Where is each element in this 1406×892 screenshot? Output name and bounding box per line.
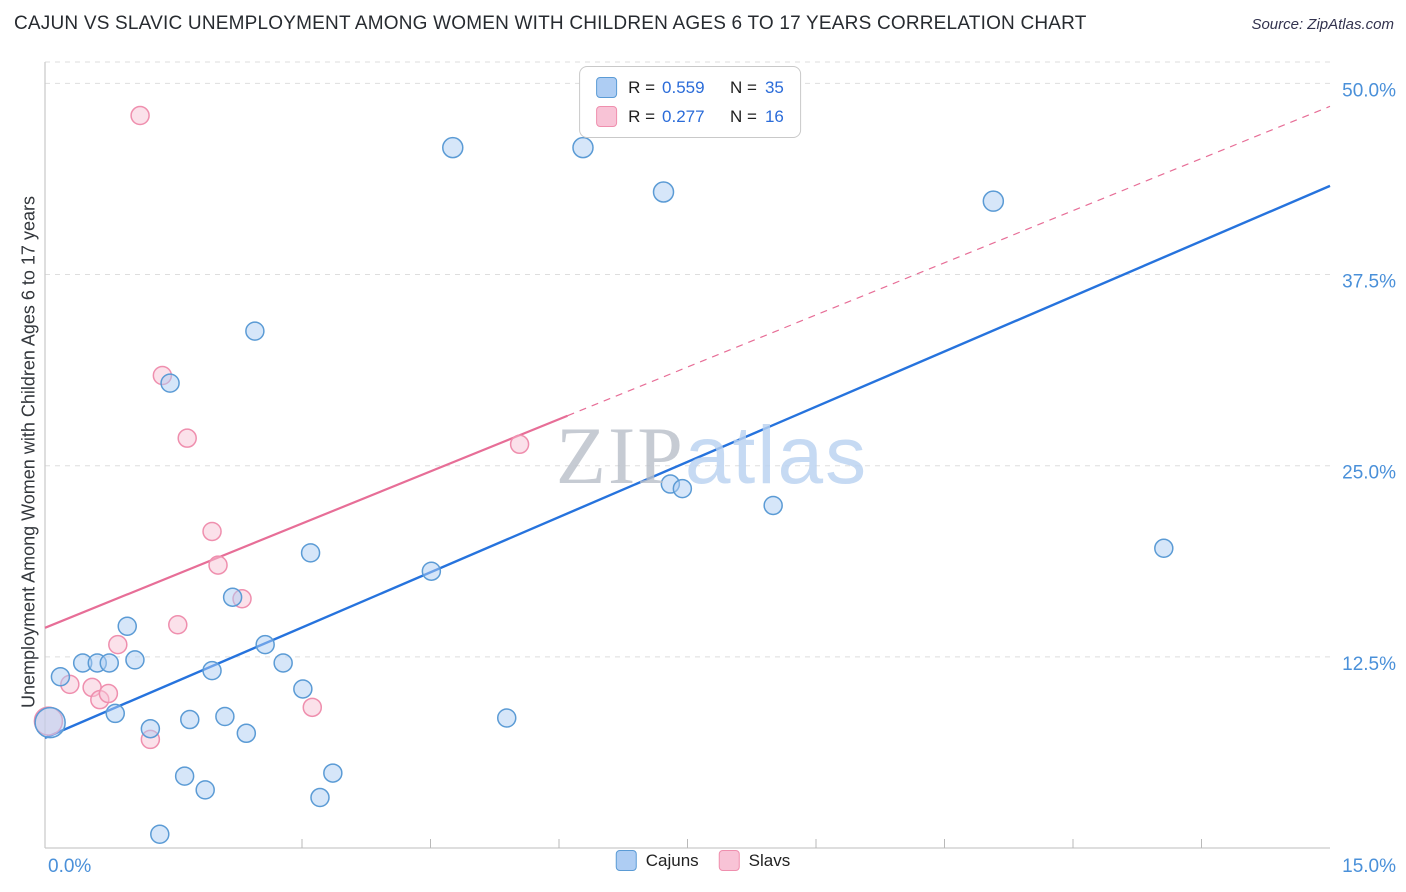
scatter-point-cajuns: [273, 653, 293, 673]
scatter-point-cajuns: [652, 181, 675, 203]
scatter-point-cajuns: [672, 478, 693, 499]
scatter-point-cajuns: [236, 723, 257, 744]
y-tick-label: 37.5%: [1342, 272, 1396, 293]
slavs-swatch: [596, 106, 618, 127]
trend-line-cajuns: [44, 184, 1331, 740]
trend-line-slavs-solid: [44, 414, 568, 629]
r-value-slavs: 0.277: [662, 106, 705, 126]
scatter-point-slavs: [202, 521, 222, 542]
r-value-cajuns: 0.559: [662, 77, 705, 97]
scatter-point-cajuns: [255, 634, 275, 655]
scatter-point-cajuns: [105, 703, 125, 724]
legend-row-slavs: R = 0.277 N = 16: [596, 106, 784, 127]
x-axis-max-label: 15.0%: [1342, 856, 1396, 877]
n-label: N =: [730, 106, 757, 126]
scatter-point-slavs: [302, 697, 323, 718]
y-tick-label: 25.0%: [1342, 463, 1396, 484]
scatter-point-cajuns: [496, 708, 517, 728]
scatter-point-cajuns: [160, 373, 180, 393]
scatter-point-slavs: [509, 434, 530, 455]
trend-line-slavs-dashed: [567, 105, 1331, 417]
source-link[interactable]: Source: ZipAtlas.com: [1251, 16, 1394, 33]
scatter-point-cajuns: [117, 616, 137, 637]
legend-item-slavs[interactable]: Slavs: [718, 850, 791, 871]
r-label: R =: [628, 77, 656, 97]
scatter-point-slavs: [177, 428, 197, 448]
n-value-slavs: 16: [764, 106, 784, 126]
scatter-point-cajuns: [34, 706, 66, 739]
cajuns-swatch: [615, 850, 637, 871]
scatter-point-cajuns: [310, 787, 330, 808]
scatter-point-cajuns: [222, 587, 243, 607]
cajuns-swatch: [596, 77, 618, 98]
scatter-point-cajuns: [245, 321, 265, 341]
scatter-point-slavs: [208, 555, 228, 575]
scatter-point-slavs: [168, 614, 188, 635]
scatter-point-cajuns: [202, 660, 222, 681]
scatter-point-cajuns: [293, 679, 313, 699]
legend-item-cajuns[interactable]: Cajuns: [615, 850, 699, 871]
scatter-point-cajuns: [150, 824, 170, 844]
y-tick-label: 50.0%: [1342, 80, 1396, 101]
scatter-point-slavs: [98, 683, 119, 704]
scatter-point-cajuns: [180, 709, 200, 730]
y-tick-label: 12.5%: [1342, 654, 1396, 675]
legend-label-slavs: Slavs: [748, 850, 791, 870]
scatter-point-cajuns: [195, 780, 215, 800]
correlation-legend: R = 0.559 N = 35 R = 0.277 N = 16: [579, 66, 801, 138]
scatter-point-cajuns: [140, 718, 161, 739]
scatter-point-cajuns: [215, 706, 235, 727]
scatter-point-cajuns: [174, 766, 195, 786]
n-value-cajuns: 35: [764, 77, 784, 97]
page-title: CAJUN VS SLAVIC UNEMPLOYMENT AMONG WOMEN…: [14, 13, 1087, 34]
legend-row-cajuns: R = 0.559 N = 35: [596, 77, 784, 98]
scatter-point-cajuns: [763, 495, 783, 516]
scatter-point-slavs: [108, 634, 128, 655]
scatter-point-cajuns: [300, 543, 321, 563]
scatter-point-slavs: [130, 105, 150, 126]
n-label: N =: [730, 77, 757, 97]
scatter-point-cajuns: [125, 650, 145, 670]
scatter-point-cajuns: [50, 666, 71, 687]
legend-label-cajuns: Cajuns: [645, 850, 699, 870]
y-axis-title: Unemployment Among Women with Children A…: [18, 196, 39, 708]
series-legend: Cajuns Slavs: [615, 850, 791, 871]
scatter-point-cajuns: [572, 136, 594, 159]
scatter-point-cajuns: [99, 653, 119, 673]
scatter-point-cajuns: [1154, 538, 1174, 559]
scatter-point-cajuns: [421, 561, 442, 581]
scatter-point-cajuns: [323, 763, 343, 783]
scatter-point-cajuns: [982, 190, 1005, 212]
r-label: R =: [628, 106, 656, 126]
slavs-swatch: [718, 850, 740, 871]
x-axis-min-label: 0.0%: [48, 856, 91, 877]
scatter-point-cajuns: [442, 136, 464, 159]
